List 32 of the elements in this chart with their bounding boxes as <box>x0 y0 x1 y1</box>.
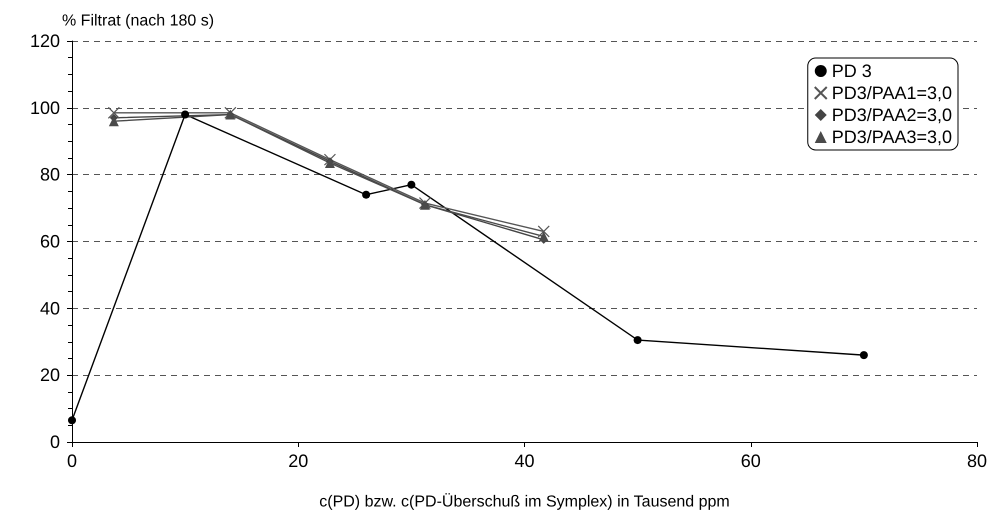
point <box>108 106 120 119</box>
point <box>407 180 416 189</box>
y-axis-title: % Filtrat (nach 180 s) <box>62 12 214 30</box>
point <box>324 158 335 168</box>
y-tick-label: 100 <box>30 98 60 118</box>
legend-label: PD3/PAA3=3,0 <box>832 127 952 147</box>
legend-label: PD3/PAA1=3,0 <box>832 83 952 103</box>
x-tick-label: 40 <box>514 451 535 471</box>
point <box>538 231 549 242</box>
point <box>181 110 190 119</box>
point <box>68 416 76 424</box>
point <box>324 154 336 166</box>
point <box>224 106 236 119</box>
x-axis-title: c(PD) bzw. c(PD-Überschuß im Symplex) in Tausend ppm <box>319 492 730 510</box>
legend-label: PD3/PAA2=3,0 <box>832 105 952 125</box>
point <box>538 225 550 238</box>
x-tick-label: 60 <box>740 451 761 471</box>
y-tick-label: 40 <box>40 298 60 318</box>
x-tick-label: 80 <box>966 451 988 471</box>
legend-label: PD 3 <box>832 61 872 81</box>
y-tick-label: 120 <box>30 31 60 51</box>
point <box>418 196 432 210</box>
y-tick-label: 80 <box>40 164 60 185</box>
point <box>108 116 119 126</box>
point <box>362 190 370 199</box>
x-tick-label: 0 <box>66 451 78 471</box>
x-tick-label: 20 <box>288 451 308 471</box>
y-tick-label: 0 <box>50 432 60 452</box>
point <box>860 351 868 360</box>
point <box>634 336 642 344</box>
y-tick-label: 60 <box>40 232 60 252</box>
y-tick-label: 20 <box>40 365 60 386</box>
